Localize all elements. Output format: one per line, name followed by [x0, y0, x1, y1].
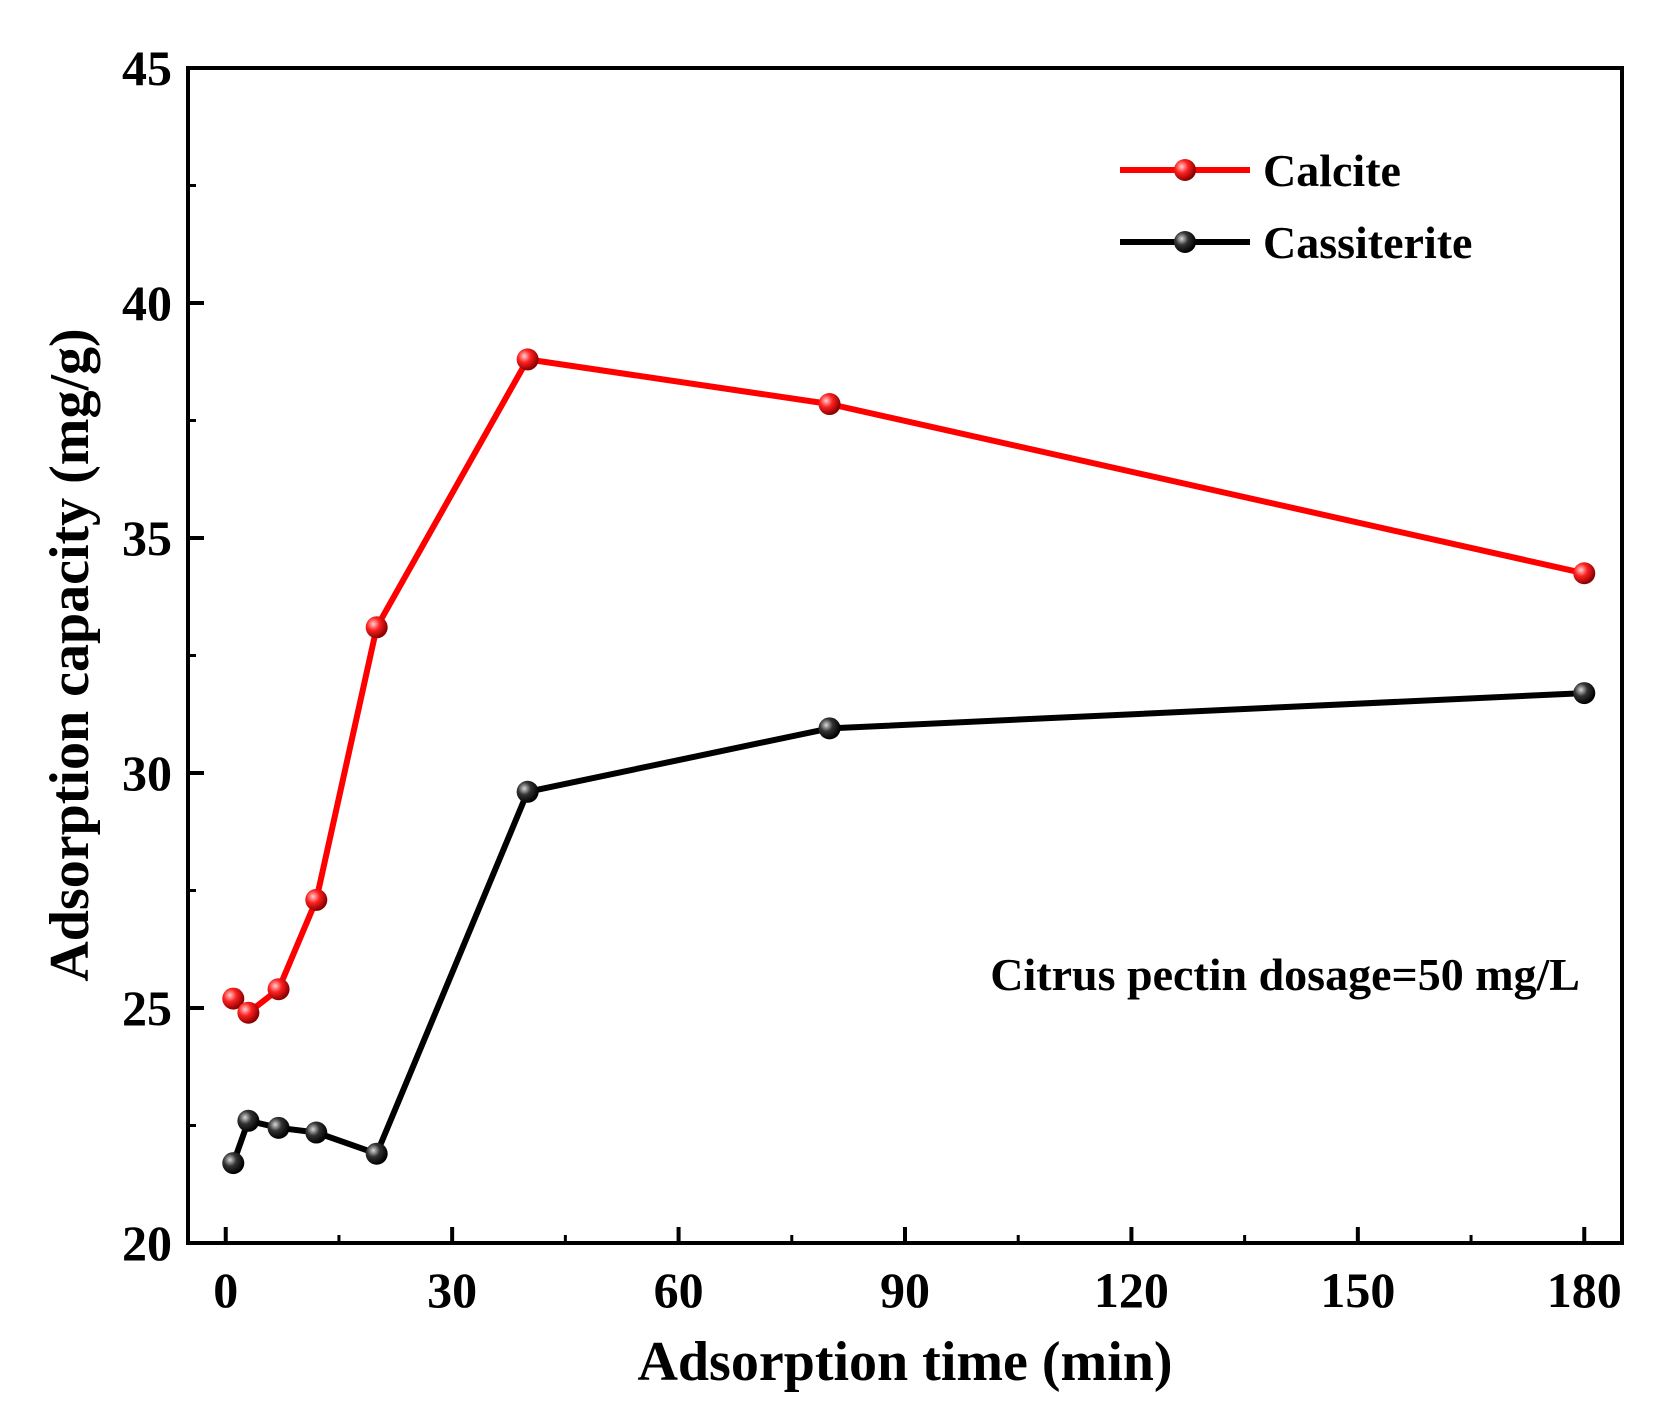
y-tick-label-40: 40	[122, 275, 172, 331]
plot-area-frame	[186, 66, 1624, 1245]
legend-label-cassiterite: Cassiterite	[1263, 217, 1472, 268]
y-tick-label-25: 25	[122, 980, 172, 1036]
series-line-cassiterite	[230, 690, 1585, 1165]
data-point-calcite	[237, 1001, 260, 1024]
x-tick-label-90: 90	[880, 1262, 930, 1318]
data-point-cassiterite	[222, 1152, 245, 1175]
data-point-calcite	[516, 348, 539, 371]
legend-marker-cassiterite	[1174, 231, 1196, 253]
x-tick-label-150: 150	[1320, 1262, 1395, 1318]
y-axis-title: Adsorption capacity (mg/g)	[39, 328, 101, 981]
y-tick-label-45: 45	[122, 40, 172, 96]
x-tick-label-180: 180	[1547, 1262, 1622, 1318]
data-point-cassiterite	[818, 717, 841, 740]
x-axis-title: Adsorption time (min)	[637, 1331, 1172, 1393]
legend-marker-calcite	[1174, 159, 1196, 181]
y-tick-label-20: 20	[122, 1215, 172, 1271]
y-tick-label-30: 30	[122, 745, 172, 801]
data-point-calcite	[365, 616, 388, 639]
x-tick-label-0: 0	[213, 1262, 238, 1318]
data-point-cassiterite	[516, 780, 539, 803]
x-tick-label-60: 60	[654, 1262, 704, 1318]
data-point-cassiterite	[305, 1121, 328, 1144]
data-point-cassiterite	[237, 1109, 260, 1132]
x-tick-label-30: 30	[427, 1262, 477, 1318]
annotation-dosage: Citrus pectin dosage=50 mg/L	[990, 949, 1580, 1000]
data-point-calcite	[1573, 562, 1596, 585]
data-point-cassiterite	[267, 1116, 290, 1139]
data-point-calcite	[305, 888, 328, 911]
y-tick-label-35: 35	[122, 510, 172, 566]
data-point-calcite	[222, 987, 245, 1010]
data-point-cassiterite	[1573, 682, 1596, 705]
x-tick-label-120: 120	[1094, 1262, 1169, 1318]
legend: Calcite Cassiterite	[1120, 145, 1472, 268]
data-point-cassiterite	[365, 1142, 388, 1165]
data-point-calcite	[818, 393, 841, 416]
data-point-calcite	[267, 978, 290, 1001]
legend-label-calcite: Calcite	[1263, 145, 1401, 196]
series-line-calcite	[231, 356, 1585, 1016]
